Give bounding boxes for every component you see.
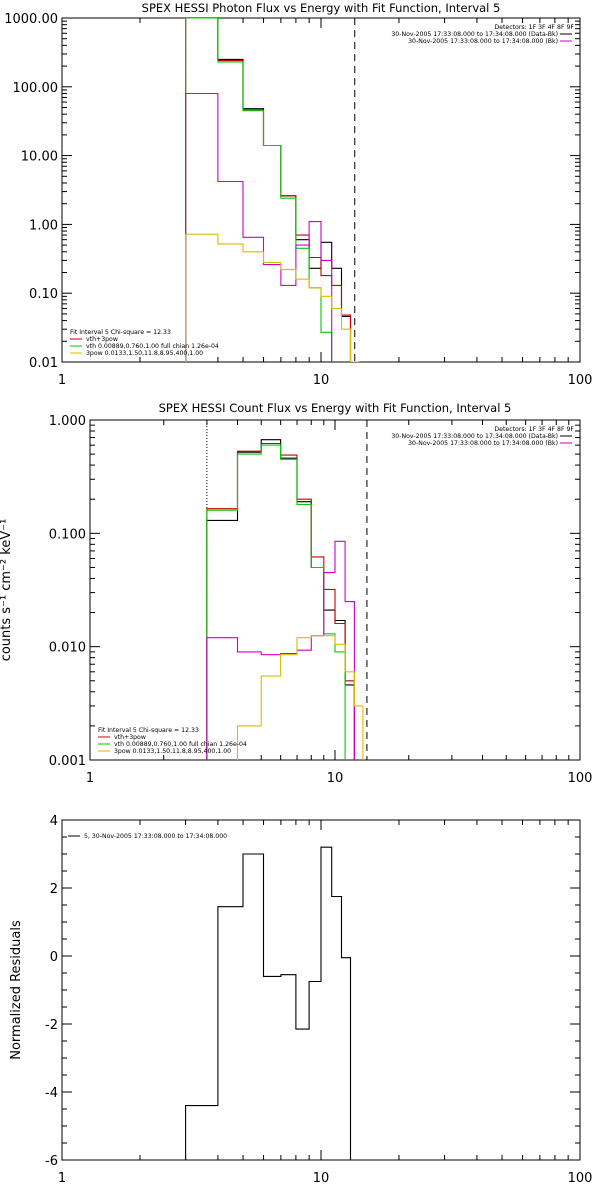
legend-entry-label: 30-Nov-2005 17:33:08.000 to 17:34:08.000… xyxy=(408,440,558,447)
fit-legend-label: vth 0.00889,0.760,1.00 full chian 1.26e-… xyxy=(114,741,247,748)
chart-title: SPEX HESSI Photon Flux vs Energy with Fi… xyxy=(142,1,501,15)
y-tick-label: 1000.00 xyxy=(4,12,58,27)
series-line-3 xyxy=(185,18,333,362)
series-line-4 xyxy=(206,540,355,760)
x-tick-label: 100 xyxy=(568,373,593,388)
fit-legend-label: 3pow 0.0133,1.50,11.8,8.95,400,1.00 xyxy=(114,748,231,755)
y-tick-label: 100.00 xyxy=(13,81,59,96)
fit-legend-label: vth+3pow xyxy=(114,734,146,741)
series-line-5 xyxy=(185,233,360,362)
series-group xyxy=(206,439,364,760)
x-tick-label: 10 xyxy=(313,1171,330,1186)
fit-legend-header: Fit Interval 5 Chi-square = 12.33 xyxy=(70,329,171,336)
series-line-1 xyxy=(185,846,352,1160)
series-line-5 xyxy=(236,635,364,760)
series-line-3 xyxy=(206,444,346,760)
y-tick-label: 0.01 xyxy=(29,356,58,371)
fit-legend-header: Fit Interval 5 Chi-square = 12.33 xyxy=(98,727,199,734)
chart-title: SPEX HESSI Count Flux vs Energy with Fit… xyxy=(159,401,512,415)
legend-entry-label: 30-Nov-2005 17:33:08.000 to 17:34:08.000… xyxy=(391,433,558,440)
fit-legend-label: vth 0.00889,0.760,1.00 full chian 1.26e-… xyxy=(86,343,219,350)
y-tick-label: 1.000 xyxy=(49,414,86,429)
y-tick-label: 0.100 xyxy=(49,527,86,542)
x-tick-label: 1 xyxy=(58,373,66,388)
series-line-2 xyxy=(185,18,352,362)
legend-header: Detectors: 1F 3F 4F 8F 9F xyxy=(494,426,574,433)
legend-entry-label: 30-Nov-2005 17:33:08.000 to 17:34:08.000… xyxy=(408,38,558,45)
x-tick-label: 10 xyxy=(327,771,344,786)
y-tick-label: 0.001 xyxy=(49,754,86,769)
chart-panel-2: SPEX HESSI Count Flux vs Energy with Fit… xyxy=(0,401,593,786)
y-tick-label: -6 xyxy=(45,1154,58,1169)
legend-entry-label: 5, 30-Nov-2005 17:33:08.000 to 17:34:08.… xyxy=(84,833,227,840)
y-tick-label: 4 xyxy=(50,814,58,829)
y-tick-label: 0.010 xyxy=(49,641,86,656)
fit-legend-label: vth+3pow xyxy=(86,336,118,343)
y-axis-label: Normalized Residuals xyxy=(9,920,24,1060)
fit-legend-label: 3pow 0.0133,1.50,11.8,8.95,400,1.00 xyxy=(86,350,203,357)
chart-panel-1: SPEX HESSI Photon Flux vs Energy with Fi… xyxy=(4,1,593,388)
x-tick-label: 1 xyxy=(86,771,94,786)
y-tick-label: -4 xyxy=(45,1086,58,1101)
chart-panel-3: Normalized Residuals 1 10 100 -6 -4 -2 0 2 4 5, 30… xyxy=(9,814,593,1186)
series-line-1 xyxy=(185,18,352,362)
series-group xyxy=(185,18,360,362)
y-tick-label: 0 xyxy=(50,950,58,965)
legend-entry-label: 30-Nov-2005 17:33:08.000 to 17:34:08.000… xyxy=(391,31,558,38)
y-tick-label: 2 xyxy=(50,882,58,897)
y-tick-label: 0.10 xyxy=(29,287,58,302)
series-line-2 xyxy=(206,442,355,760)
series-group xyxy=(185,846,352,1160)
series-line-1 xyxy=(206,439,355,760)
y-axis-label: counts s⁻¹ cm⁻² keV⁻¹ xyxy=(0,519,14,662)
x-tick-label: 100 xyxy=(568,771,593,786)
y-tick-label: -2 xyxy=(45,1018,58,1033)
y-tick-label: 1.00 xyxy=(29,218,58,233)
x-tick-label: 100 xyxy=(568,1171,593,1186)
legend-header: Detectors: 1F 3F 4F 8F 9F xyxy=(494,24,574,31)
x-tick-label: 10 xyxy=(313,373,330,388)
x-tick-label: 1 xyxy=(58,1171,66,1186)
y-tick-label: 10.00 xyxy=(21,150,58,165)
series-line-4 xyxy=(185,92,333,362)
